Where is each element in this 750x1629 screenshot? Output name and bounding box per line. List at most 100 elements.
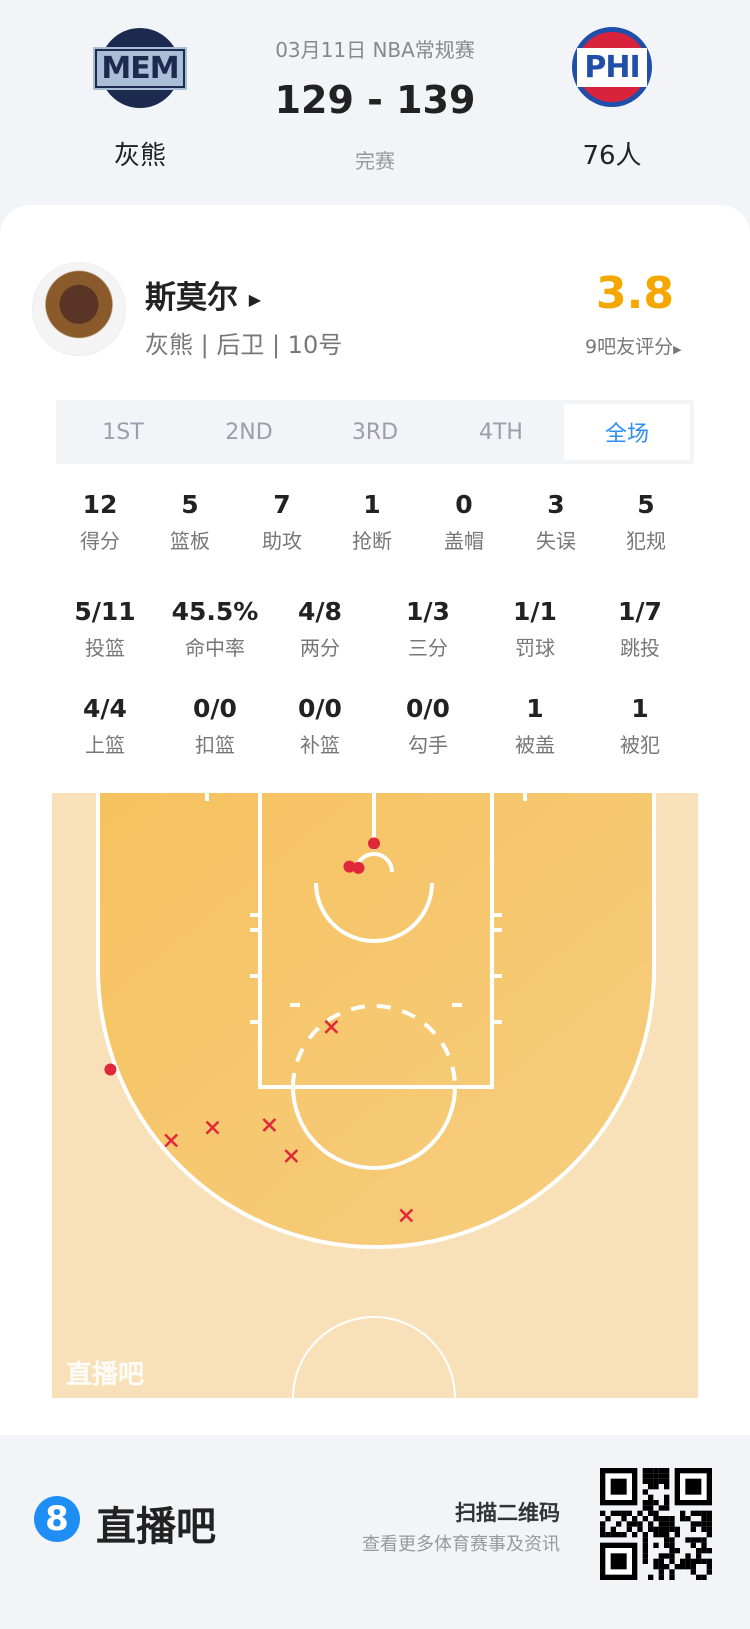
stat-label: 命中率 — [185, 636, 245, 660]
stat-item: 5 篮板 — [135, 490, 245, 554]
stat-value: 7 — [273, 490, 291, 519]
match-status: 完赛 — [355, 149, 395, 173]
tab-4th[interactable]: 4TH — [479, 419, 523, 445]
missed-shot — [284, 1149, 299, 1163]
stat-label: 失误 — [536, 529, 576, 553]
stat-value: 1/7 — [618, 597, 662, 626]
player-avatar[interactable] — [32, 262, 126, 356]
three-point-area — [98, 793, 654, 1247]
stat-value: 1 — [363, 490, 381, 519]
stat-value: 1 — [526, 694, 544, 723]
stat-label: 补篮 — [300, 733, 340, 757]
stat-label: 投篮 — [85, 636, 125, 660]
brand-logo-icon: 8 — [34, 1496, 80, 1542]
home-team-name: 灰熊 — [113, 141, 166, 171]
stat-value: 5/11 — [74, 597, 136, 626]
stat-label: 得分 — [80, 529, 120, 553]
stat-item: 1 抢断 — [317, 490, 427, 554]
missed-shot — [205, 1120, 220, 1135]
stat-value: 4/8 — [298, 597, 342, 626]
stat-item: 12 得分 — [45, 490, 155, 554]
missed-shot — [262, 1118, 277, 1132]
rating-link[interactable]: 9吧友评分▶ — [585, 332, 682, 359]
stat-value: 1/3 — [406, 597, 450, 626]
away-team-logo[interactable]: PHI — [572, 27, 652, 107]
caret-right-icon: ▶ — [248, 290, 262, 309]
stat-label: 勾手 — [408, 733, 448, 757]
watermark: 直播吧 — [66, 1360, 144, 1390]
away-team-name: 76人 — [582, 141, 642, 171]
stat-value: 4/4 — [83, 694, 127, 723]
score: 129 - 139 — [274, 78, 476, 122]
stat-item: 1/7 跳投 — [585, 597, 695, 661]
brand-name: 直播吧 — [96, 1504, 216, 1550]
player-name: 斯莫尔 — [145, 280, 238, 316]
made-shot — [368, 837, 380, 850]
qr-code[interactable] — [600, 1468, 712, 1580]
stat-item: 5/11 投篮 — [50, 597, 160, 661]
stat-value: 12 — [82, 490, 118, 519]
stat-label: 两分 — [300, 636, 340, 660]
stat-label: 篮板 — [170, 529, 210, 553]
missed-shot — [399, 1208, 414, 1223]
tab-3rd[interactable]: 3RD — [351, 419, 399, 445]
home-team-logo[interactable]: MEM — [93, 28, 187, 108]
stat-item: 4/8 两分 — [265, 597, 375, 661]
stat-value: 1 — [631, 694, 649, 723]
tab-2nd[interactable]: 2ND — [225, 419, 273, 445]
stat-item: 4/4 上篮 — [50, 694, 160, 758]
stat-value: 5 — [637, 490, 655, 519]
stat-item: 3 失误 — [501, 490, 611, 554]
made-shot — [352, 861, 365, 874]
shots-layer — [104, 837, 414, 1223]
center-circle — [292, 1316, 456, 1398]
stat-value: 1/1 — [513, 597, 557, 626]
stat-label: 跳投 — [620, 636, 660, 660]
stat-item: 0/0 补篮 — [265, 694, 375, 758]
shot-chart: 直播吧 — [52, 793, 698, 1398]
player-rating: 3.8 — [596, 268, 674, 319]
scan-subtitle: 查看更多体育赛事及资讯 — [362, 1534, 560, 1555]
scan-title: 扫描二维码 — [455, 1501, 560, 1525]
stat-value: 0 — [455, 490, 473, 519]
stat-label: 被盖 — [515, 733, 555, 757]
tab-full-game[interactable]: 全场 — [564, 404, 690, 460]
stat-label: 被犯 — [620, 733, 660, 757]
made-shot — [343, 860, 356, 873]
made-shot — [104, 1063, 117, 1076]
rating-label: 9吧友评分 — [585, 336, 674, 358]
stat-label: 助攻 — [262, 529, 302, 553]
stat-label: 盖帽 — [444, 529, 484, 553]
stat-item: 7 助攻 — [227, 490, 337, 554]
stat-label: 上篮 — [85, 733, 125, 757]
stat-item: 1/3 三分 — [373, 597, 483, 661]
stat-value: 0/0 — [406, 694, 450, 723]
stat-label: 扣篮 — [195, 733, 235, 757]
court-lines — [96, 793, 656, 1249]
stat-item: 0/0 扣篮 — [160, 694, 270, 758]
stat-value: 45.5% — [171, 597, 259, 626]
stat-item: 1/1 罚球 — [480, 597, 590, 661]
stat-item: 1 被犯 — [585, 694, 695, 758]
stat-label: 犯规 — [626, 529, 666, 553]
stat-label: 抢断 — [352, 529, 392, 553]
stat-label: 三分 — [408, 636, 448, 660]
stat-item: 45.5% 命中率 — [160, 597, 270, 661]
player-name-link[interactable]: 斯莫尔 ▶ — [145, 272, 261, 317]
tab-1st[interactable]: 1ST — [102, 419, 144, 445]
caret-right-icon: ▶ — [673, 343, 682, 356]
stat-label: 罚球 — [515, 636, 555, 660]
stat-item: 0 盖帽 — [409, 490, 519, 554]
player-info: 灰熊 | 后卫 | 10号 — [145, 331, 343, 359]
stat-item: 1 被盖 — [480, 694, 590, 758]
stat-value: 0/0 — [193, 694, 237, 723]
stat-value: 3 — [547, 490, 565, 519]
period-tabs: 1ST 2ND 3RD 4TH 全场 — [56, 400, 694, 464]
stat-value: 5 — [181, 490, 199, 519]
stat-item: 5 犯规 — [591, 490, 701, 554]
stat-item: 0/0 勾手 — [373, 694, 483, 758]
missed-shot — [164, 1133, 179, 1148]
missed-shot — [324, 1019, 339, 1034]
match-info: 03月11日 NBA常规赛 — [275, 38, 475, 62]
stat-value: 0/0 — [298, 694, 342, 723]
